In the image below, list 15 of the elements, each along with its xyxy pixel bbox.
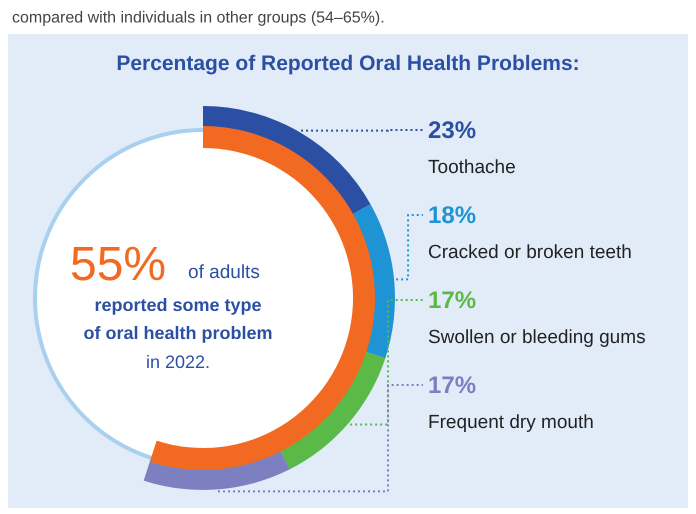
data-label: 17%	[428, 372, 476, 399]
data-label: 17%	[428, 287, 476, 314]
text: Percentage of Reported Oral Health Problems:	[116, 52, 580, 75]
category-label: Cracked or broken teeth	[428, 242, 632, 263]
text: in 2022.	[146, 352, 210, 372]
text: of adults	[188, 262, 260, 283]
category-label: Swollen or bleeding gums	[428, 327, 646, 348]
category-label: Toothache	[428, 157, 516, 178]
data-label: 23%	[428, 117, 476, 144]
text: reported some type	[94, 295, 262, 315]
text: of oral health problem	[83, 323, 273, 343]
data-label: 55%	[70, 238, 166, 291]
category-label: Frequent dry mouth	[428, 412, 594, 433]
text: compared with individuals in other groups (54–65%).	[12, 9, 385, 26]
data-label: 18%	[428, 202, 476, 229]
